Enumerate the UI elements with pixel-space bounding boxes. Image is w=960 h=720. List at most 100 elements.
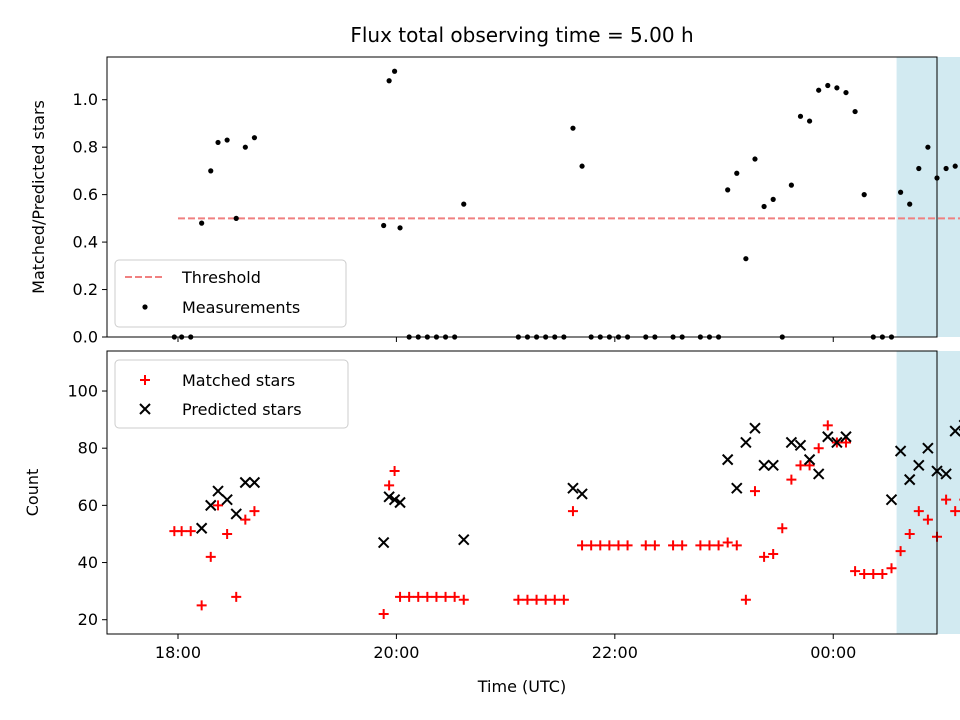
y-tick-label: 0.2 bbox=[73, 280, 98, 299]
predicted-point bbox=[885, 493, 898, 506]
measurement-point bbox=[907, 201, 913, 207]
matched-point bbox=[378, 608, 389, 619]
matched-point bbox=[458, 594, 469, 605]
measurement-point bbox=[788, 182, 794, 188]
y-tick-label: 20 bbox=[78, 610, 98, 629]
matched-point bbox=[895, 546, 906, 557]
measurement-point bbox=[806, 118, 813, 124]
matched-point bbox=[749, 486, 760, 497]
matched-point bbox=[868, 568, 879, 579]
y-tick-label: 40 bbox=[78, 553, 98, 572]
matched-point bbox=[759, 551, 770, 562]
measurement-point bbox=[734, 170, 740, 176]
measurement-point bbox=[952, 163, 958, 169]
matched-point bbox=[768, 548, 779, 559]
y-tick-label: 0.6 bbox=[73, 185, 98, 204]
legend-measurement-label: Measurements bbox=[182, 298, 300, 317]
measurement-point bbox=[897, 189, 904, 195]
measurement-point bbox=[233, 215, 239, 221]
matched-point bbox=[786, 474, 797, 485]
measurement-point bbox=[852, 108, 858, 115]
matched-point bbox=[431, 591, 442, 602]
measurement-point bbox=[816, 87, 822, 93]
matched-point bbox=[649, 540, 660, 551]
top-legend: Threshold Measurements bbox=[114, 259, 347, 328]
matched-point bbox=[822, 420, 833, 431]
bottom-legend: Matched stars Predicted stars bbox=[114, 359, 349, 429]
matched-point bbox=[586, 540, 597, 551]
matched-point bbox=[622, 540, 633, 551]
y-tick-label: 0.0 bbox=[73, 328, 98, 347]
matched-point bbox=[850, 566, 861, 577]
measurement-point bbox=[391, 68, 398, 74]
legend-threshold-label: Threshold bbox=[181, 268, 261, 287]
predicted-point bbox=[785, 436, 798, 449]
measurement-point bbox=[242, 144, 248, 150]
measurement-point bbox=[461, 201, 467, 207]
measurement-point bbox=[386, 78, 392, 84]
matched-point bbox=[695, 540, 706, 551]
observing-band bbox=[896, 351, 960, 634]
legend-measurement-swatch bbox=[142, 304, 148, 310]
predicted-point bbox=[576, 488, 588, 500]
predicted-point bbox=[831, 436, 843, 449]
measurement-point bbox=[834, 85, 840, 91]
predicted-point bbox=[721, 453, 734, 466]
predicted-point bbox=[794, 439, 807, 452]
predicted-point bbox=[567, 482, 579, 494]
predicted-point bbox=[388, 493, 401, 506]
predicted-point bbox=[758, 459, 770, 472]
predicted-point bbox=[949, 425, 960, 437]
measurement-point bbox=[224, 137, 230, 143]
measurement-point bbox=[770, 196, 776, 202]
top-panel: 0.0 0.2 0.4 0.6 0.8 1.0 Matched/Predicted star… bbox=[29, 56, 960, 347]
matched-point bbox=[877, 568, 888, 579]
matched-point bbox=[950, 506, 960, 517]
legend-matched-label: Matched stars bbox=[182, 371, 295, 390]
predicted-point bbox=[803, 453, 816, 466]
predicted-point bbox=[812, 468, 825, 480]
matched-point bbox=[595, 540, 606, 551]
predicted-point bbox=[383, 491, 395, 503]
matched-point bbox=[222, 528, 233, 539]
y-tick-label: 80 bbox=[78, 439, 98, 458]
matched-point bbox=[522, 594, 533, 605]
matched-point bbox=[413, 591, 424, 602]
matched-point bbox=[440, 591, 451, 602]
predicted-point bbox=[767, 459, 779, 472]
y-tick-label: 0.8 bbox=[73, 138, 98, 157]
measurement-point bbox=[381, 222, 387, 229]
measurement-point bbox=[397, 225, 403, 231]
matched-point bbox=[384, 480, 395, 491]
matched-point bbox=[795, 460, 806, 471]
predicted-point bbox=[822, 431, 834, 443]
matched-point bbox=[196, 600, 207, 611]
matched-point bbox=[840, 437, 851, 448]
measurement-point bbox=[251, 135, 258, 141]
matched-point bbox=[558, 594, 569, 605]
measurement-point bbox=[797, 113, 804, 119]
measurement-point bbox=[825, 82, 831, 89]
matched-point bbox=[395, 591, 406, 602]
predicted-point bbox=[922, 442, 934, 454]
legend-box bbox=[114, 259, 347, 328]
legend-box bbox=[114, 359, 349, 429]
chart-title: Flux total observing time = 5.00 h bbox=[350, 23, 693, 47]
measurement-point bbox=[925, 144, 931, 150]
measurement-point bbox=[199, 220, 205, 226]
predicted-point bbox=[458, 533, 470, 546]
matched-point bbox=[913, 506, 924, 517]
legend-matched-swatch bbox=[140, 375, 150, 385]
matched-point bbox=[231, 591, 242, 602]
top-axes-frame bbox=[106, 56, 938, 338]
matched-point bbox=[240, 514, 251, 525]
measurement-point bbox=[943, 165, 949, 172]
y-tick-label: 100 bbox=[67, 382, 98, 401]
predicted-point bbox=[940, 468, 952, 480]
y-tick-label: 60 bbox=[78, 496, 98, 515]
matched-point bbox=[205, 551, 216, 562]
predicted-point bbox=[212, 485, 224, 497]
matched-point bbox=[176, 526, 187, 537]
bottom-panel: 2040608010018:0020:0022:0000:0002:0004:0… bbox=[23, 350, 960, 696]
